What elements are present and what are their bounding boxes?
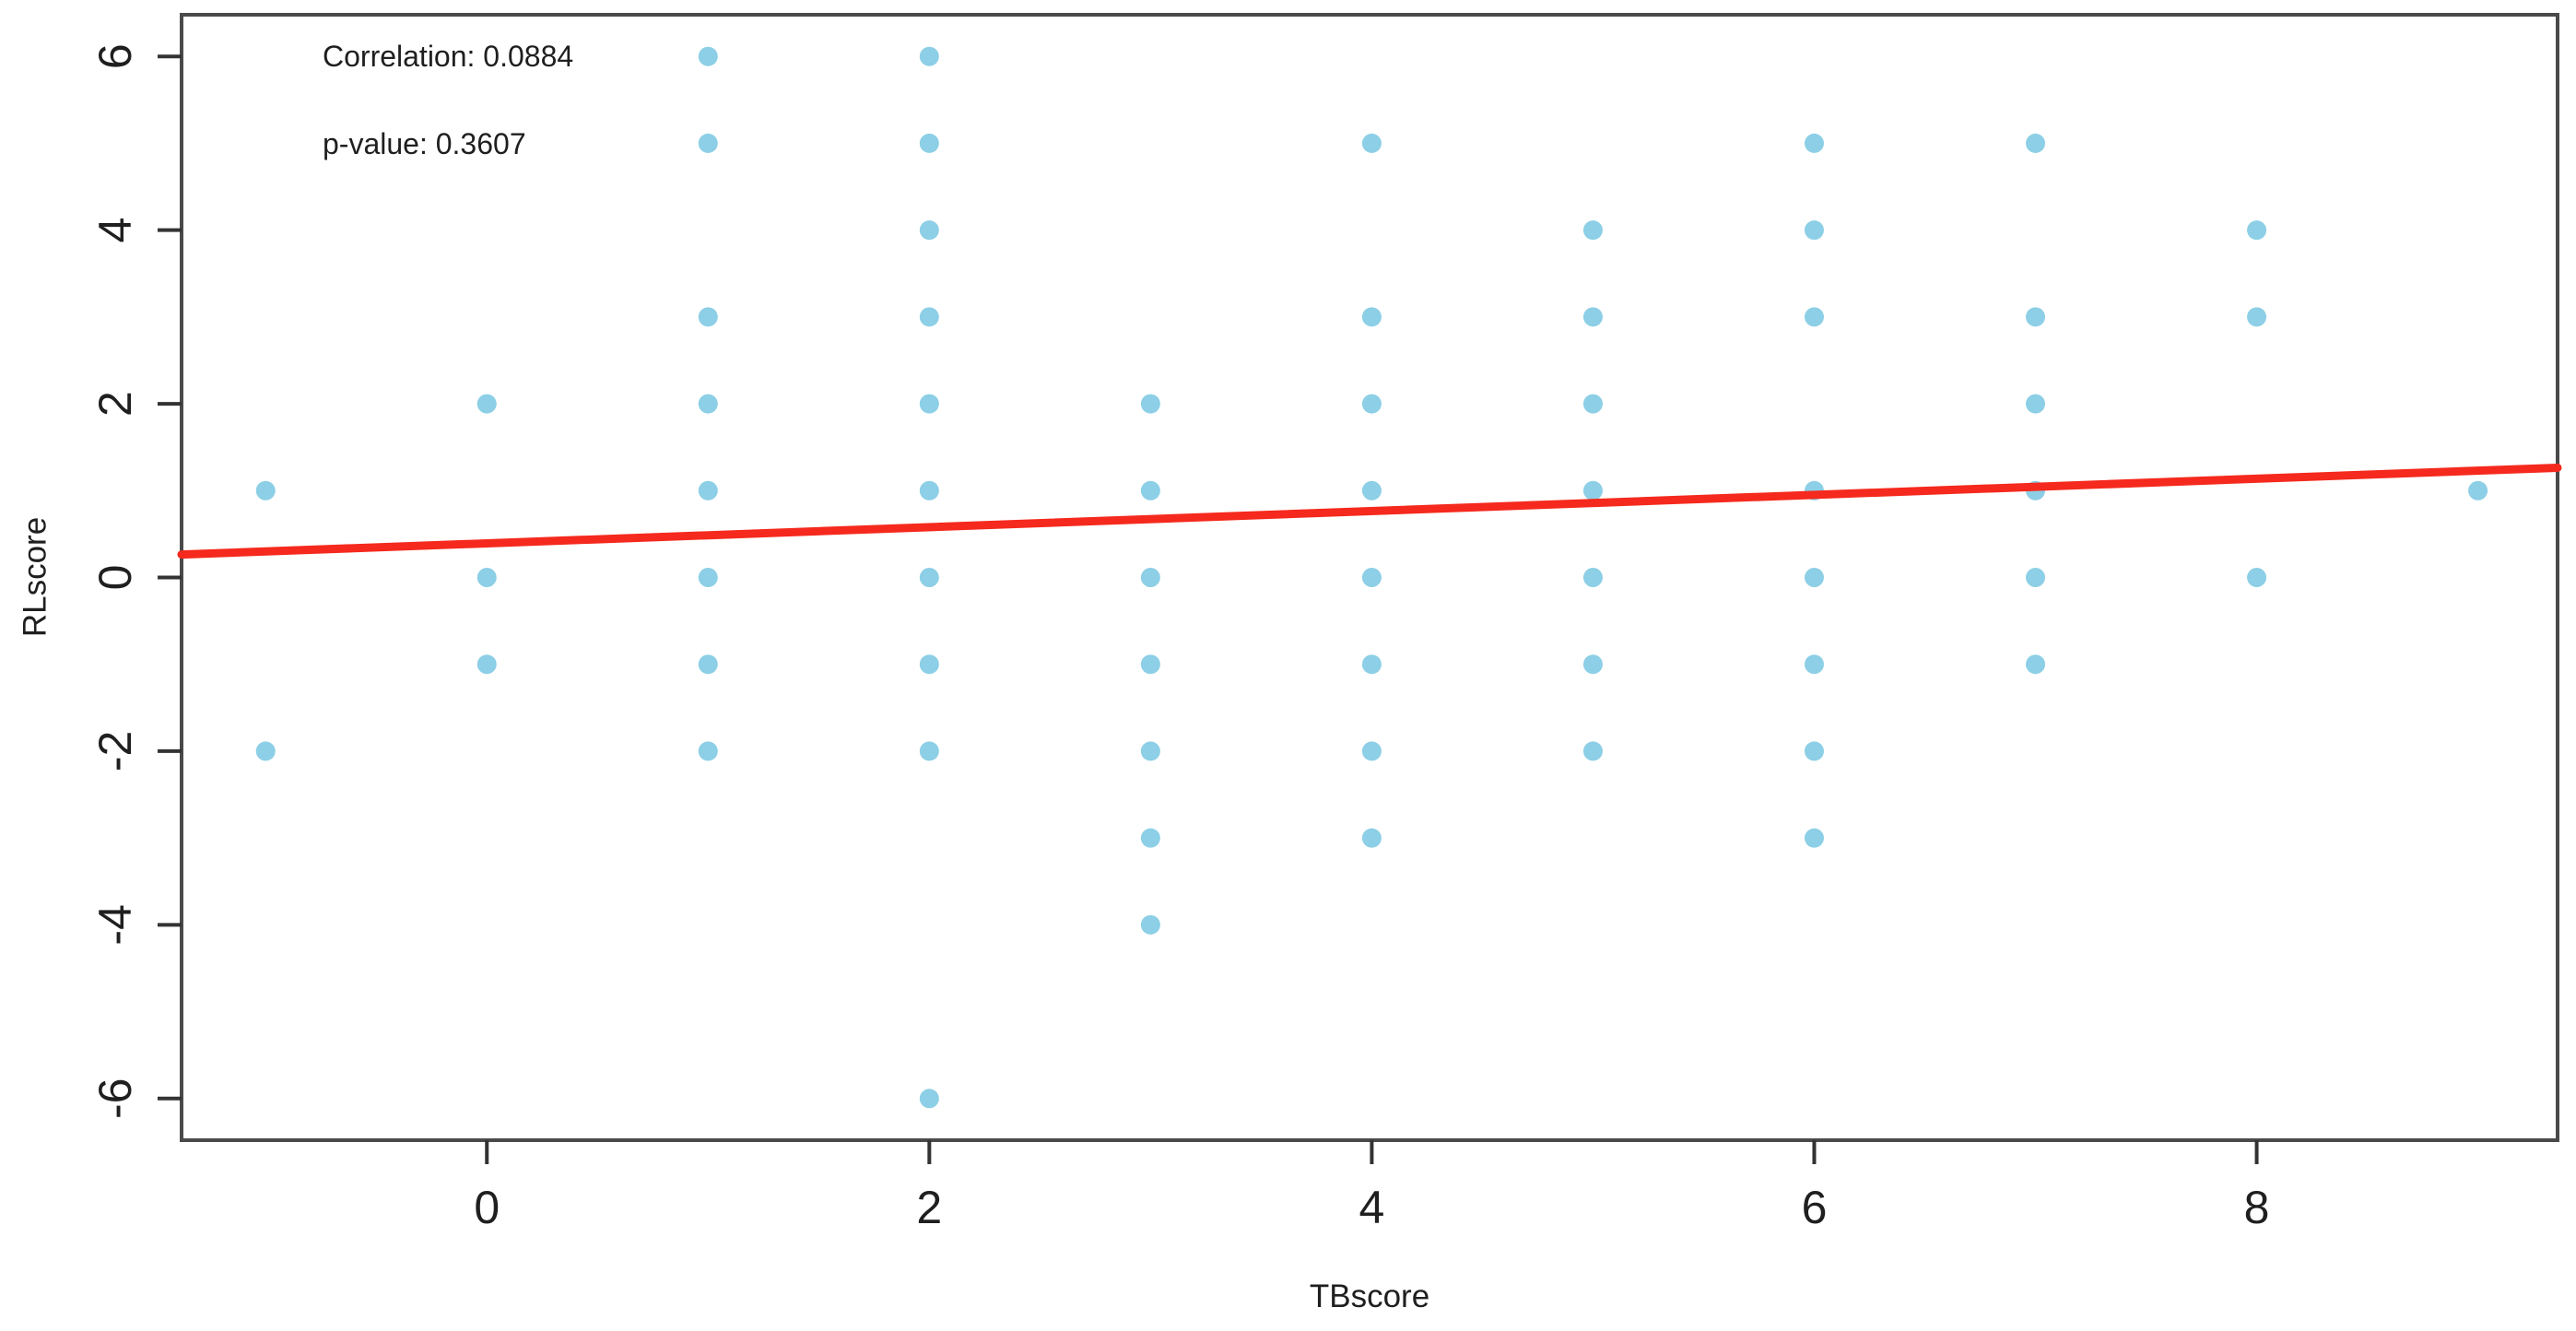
y-tick-label: -2 — [89, 731, 141, 772]
data-point — [1804, 307, 1824, 327]
x-axis-title: TBscore — [1310, 1278, 1429, 1314]
data-point — [1140, 394, 1160, 414]
plot-layers: 0 2 4 6 8 -6 -4 -2 0 2 4 6 — [89, 13, 2562, 1233]
data-point — [698, 654, 718, 675]
data-point — [255, 741, 276, 761]
data-point — [476, 654, 497, 675]
data-point — [698, 394, 718, 414]
data-point — [476, 568, 497, 587]
data-point — [698, 133, 718, 153]
data-point — [1140, 828, 1160, 848]
data-point — [1582, 394, 1603, 414]
data-point — [919, 394, 939, 414]
data-point — [2026, 394, 2046, 414]
data-point — [1140, 568, 1160, 587]
data-point — [1582, 480, 1603, 501]
data-point — [1804, 654, 1824, 675]
y-tick-label: 0 — [89, 565, 141, 591]
data-point — [2247, 220, 2267, 241]
data-point — [1804, 741, 1824, 761]
data-point — [2247, 307, 2267, 327]
y-axis-title: RLscore — [18, 517, 53, 637]
x-tick-label: 8 — [2244, 1182, 2270, 1233]
data-point — [2026, 568, 2046, 587]
data-point — [1361, 480, 1382, 501]
data-point — [2026, 133, 2046, 153]
data-point — [919, 307, 939, 327]
x-tick-label: 4 — [1359, 1182, 1384, 1233]
data-point — [698, 741, 718, 761]
data-point — [1582, 220, 1603, 241]
data-point — [698, 480, 718, 501]
data-point — [1361, 394, 1382, 414]
data-point — [698, 307, 718, 327]
data-point — [1361, 133, 1382, 153]
data-point — [1804, 568, 1824, 587]
data-point — [1582, 654, 1603, 675]
data-point — [919, 46, 939, 66]
data-point — [1582, 568, 1603, 587]
data-point — [698, 568, 718, 587]
y-tick-label: 4 — [89, 218, 141, 243]
data-point — [919, 1089, 939, 1109]
y-tick-label: -4 — [89, 904, 141, 945]
data-point — [1582, 307, 1603, 327]
data-point — [919, 741, 939, 761]
data-point — [1361, 654, 1382, 675]
y-tick-label: 6 — [89, 43, 141, 69]
y-tick-label: 2 — [89, 391, 141, 417]
data-point — [1361, 828, 1382, 848]
correlation-annotation: Correlation: 0.0884 — [323, 40, 573, 73]
data-point — [1361, 568, 1382, 587]
x-tick-label: 6 — [1802, 1182, 1828, 1233]
regression-line — [177, 463, 2562, 559]
data-point — [1804, 220, 1824, 241]
data-point — [919, 568, 939, 587]
data-point — [919, 654, 939, 675]
y-tick-label: -6 — [89, 1078, 141, 1119]
data-point — [919, 220, 939, 241]
data-point — [1140, 914, 1160, 935]
data-point — [476, 394, 497, 414]
data-point — [919, 480, 939, 501]
data-point — [1140, 654, 1160, 675]
data-point — [1140, 741, 1160, 761]
data-point — [2026, 307, 2046, 327]
data-point — [2468, 480, 2488, 501]
data-point — [1804, 133, 1824, 153]
data-point — [1804, 828, 1824, 848]
x-tick-label: 0 — [474, 1182, 500, 1233]
data-point — [1140, 480, 1160, 501]
data-point — [698, 46, 718, 66]
data-point — [2026, 654, 2046, 675]
data-point — [2247, 568, 2267, 587]
data-point — [1361, 307, 1382, 327]
x-tick-label: 2 — [916, 1182, 942, 1233]
data-point — [919, 133, 939, 153]
data-point — [255, 480, 276, 501]
data-point — [1582, 741, 1603, 761]
data-point — [1361, 741, 1382, 761]
pvalue-annotation: p-value: 0.3607 — [323, 127, 526, 160]
